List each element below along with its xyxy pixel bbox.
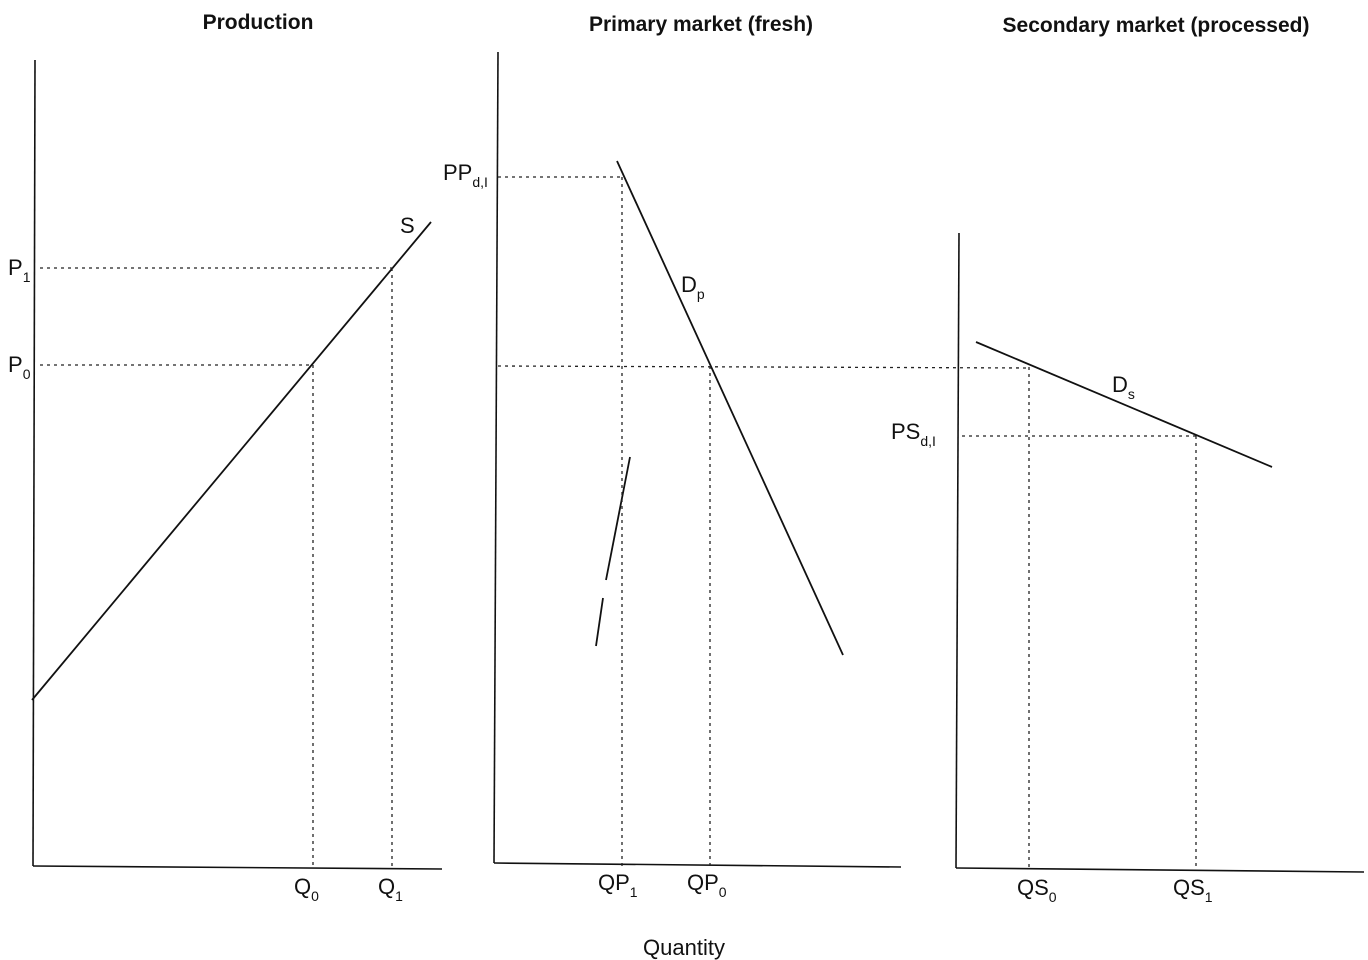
primary-demand-curve [616, 160, 844, 656]
x-axis-label: Quantity [643, 935, 725, 960]
primary-market-title: Primary market (fresh) [589, 13, 813, 36]
quantity-label-qp1: QP1 [598, 870, 638, 900]
secondary-y-axis [955, 232, 960, 869]
production-x-axis [32, 865, 443, 870]
supply-curve-label: S [400, 213, 415, 238]
primary-supply-segment [605, 456, 631, 581]
price-label-p0: P0 [8, 352, 31, 382]
p0-cross-market-guide [497, 365, 1031, 369]
quantity-label-q0: Q0 [294, 874, 319, 904]
secondary-demand-label: Ds [1112, 372, 1135, 402]
supply-curve [31, 221, 432, 701]
primary-y-axis [493, 51, 499, 864]
primary-price-label: PPd,I [443, 160, 488, 190]
primary-demand-label: Dp [681, 272, 705, 302]
primary-x-axis [493, 862, 902, 868]
primary-supply-segment-lower [595, 597, 604, 647]
quantity-label-qs1: QS1 [1173, 875, 1213, 905]
quantity-label-qs0: QS0 [1017, 875, 1057, 905]
production-title: Production [203, 11, 314, 34]
production-y-axis [32, 59, 36, 867]
primary-market-panel: Primary market (fresh) Dp PPd,I QP1 QP0 [443, 13, 902, 900]
secondary-price-label: PSd,I [891, 419, 936, 449]
quantity-label-q1: Q1 [378, 874, 403, 904]
production-panel: Production S P1 P0 Q0 Q1 [8, 11, 443, 904]
quantity-label-qp0: QP0 [687, 870, 727, 900]
price-label-p1: P1 [8, 255, 31, 285]
secondary-market-panel: Secondary market (processed) Ds PSd,I QS… [891, 14, 1365, 905]
secondary-demand-curve [975, 341, 1273, 468]
secondary-x-axis [955, 867, 1365, 873]
secondary-market-title: Secondary market (processed) [1003, 14, 1310, 37]
